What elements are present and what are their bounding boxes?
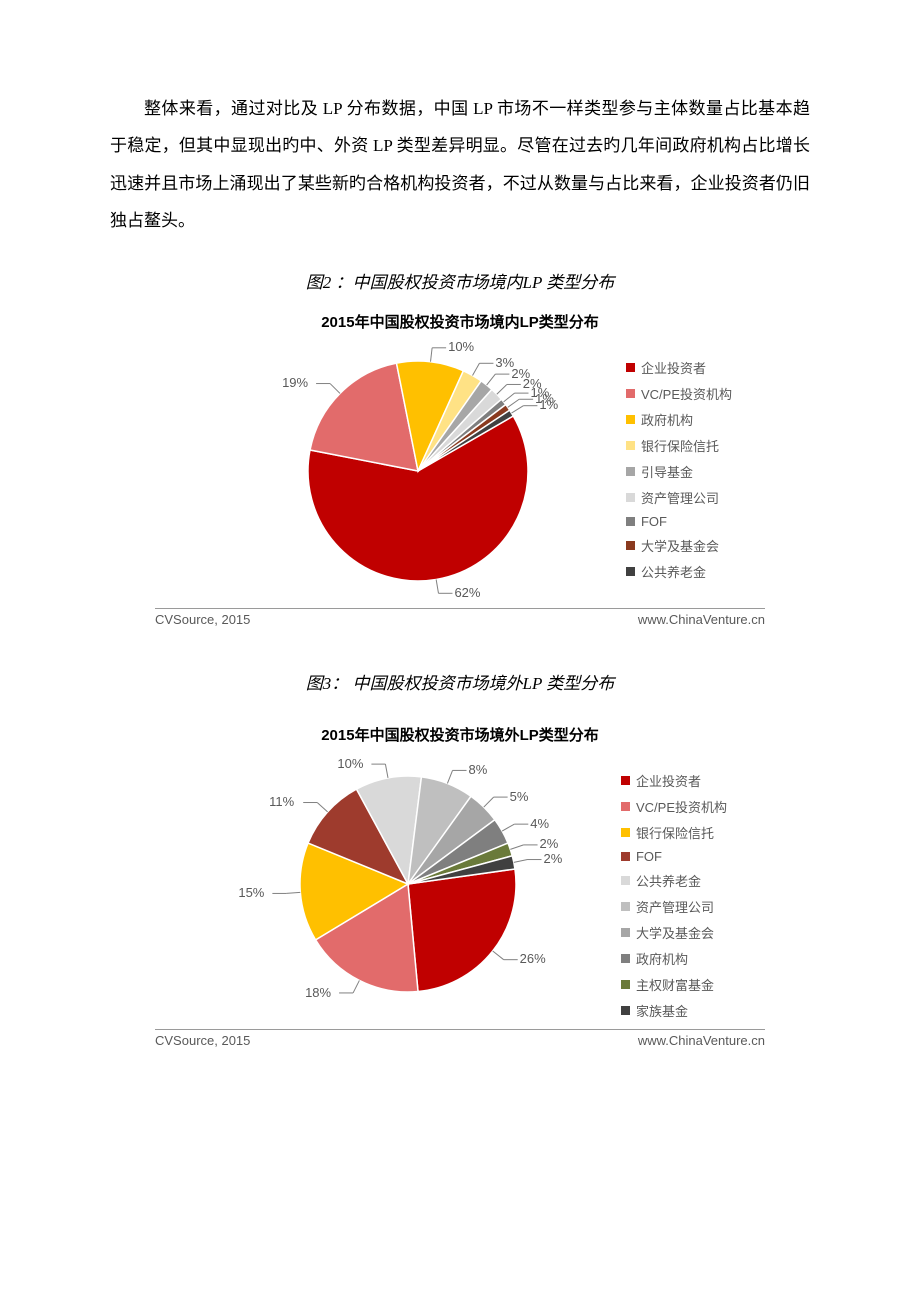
legend-label: FOF [641, 514, 667, 529]
figure2-source-right: www.ChinaVenture.cn [638, 612, 765, 627]
figure3-source-left: CVSource, 2015 [155, 1033, 250, 1048]
pie-slice-label: 10% [337, 756, 363, 771]
legend-swatch [621, 802, 630, 811]
legend-swatch [626, 415, 635, 424]
figure3-caption: 图3： 中国股权投资市场境外LP 类型分布 [110, 669, 810, 694]
legend-label: 资产管理公司 [636, 897, 714, 916]
figure2-chart: 2015年中国股权投资市场境内LP类型分布 62%19%10%3%2%2%1%1… [155, 311, 765, 627]
legend-label: 银行保险信托 [636, 823, 714, 842]
legend-item: 政府机构 [626, 410, 732, 429]
legend-item: 主权财富基金 [621, 975, 727, 994]
figure2-chart-title: 2015年中国股权投资市场境内LP类型分布 [155, 311, 765, 332]
pie-slice-label: 2% [544, 851, 563, 866]
legend-label: 公共养老金 [636, 871, 701, 890]
legend-swatch [621, 852, 630, 861]
legend-label: 资产管理公司 [641, 488, 719, 507]
legend-item: 资产管理公司 [621, 897, 727, 916]
legend-item: FOF [626, 514, 732, 529]
pie-slice-label: 4% [530, 816, 549, 831]
legend-swatch [621, 954, 630, 963]
legend-swatch [626, 441, 635, 450]
legend-label: VC/PE投资机构 [636, 797, 727, 816]
legend-label: 企业投资者 [636, 771, 701, 790]
pie-slice-label: 11% [269, 794, 294, 809]
legend-item: 大学及基金会 [621, 923, 727, 942]
legend-swatch [621, 902, 630, 911]
legend-swatch [621, 776, 630, 785]
legend-swatch [626, 541, 635, 550]
legend-swatch [621, 980, 630, 989]
legend-item: 大学及基金会 [626, 536, 732, 555]
legend-item: FOF [621, 849, 727, 864]
legend-swatch [626, 467, 635, 476]
legend-label: 公共养老金 [641, 562, 706, 581]
legend-label: 家族基金 [636, 1001, 688, 1020]
legend-item: 家族基金 [621, 1001, 727, 1020]
figure2-legend: 企业投资者 VC/PE投资机构政府机构银行保险信托引导基金资产管理公司 FOF 大学及… [608, 336, 732, 588]
pie-slice-label: 62% [454, 585, 480, 600]
figure3-source-bar: CVSource, 2015 www.ChinaVenture.cn [155, 1029, 765, 1048]
legend-label: 大学及基金会 [636, 923, 714, 942]
legend-swatch [626, 363, 635, 372]
figure3-legend: 企业投资者 VC/PE投资机构银行保险信托 FOF 公共养老金资产管理公司大学及基金会… [603, 749, 727, 1027]
figure2-source-left: CVSource, 2015 [155, 612, 250, 627]
pie-slice-label: 26% [520, 951, 546, 966]
legend-label: 政府机构 [641, 410, 693, 429]
pie-slice-label: 5% [510, 789, 529, 804]
legend-item: 企业投资者 [626, 358, 732, 377]
legend-swatch [621, 928, 630, 937]
legend-label: 银行保险信托 [641, 436, 719, 455]
legend-item: 资产管理公司 [626, 488, 732, 507]
legend-label: 企业投资者 [641, 358, 706, 377]
legend-label: 主权财富基金 [636, 975, 714, 994]
legend-label: VC/PE投资机构 [641, 384, 732, 403]
legend-item: 公共养老金 [621, 871, 727, 890]
figure2-caption: 图2 ：中国股权投资市场境内LP 类型分布 [110, 268, 810, 293]
legend-swatch [621, 876, 630, 885]
legend-label: 政府机构 [636, 949, 688, 968]
pie-slice-label: 18% [305, 985, 331, 1000]
pie-slice-label: 15% [238, 885, 264, 900]
legend-swatch [626, 389, 635, 398]
pie-slice [408, 869, 516, 992]
legend-swatch [626, 493, 635, 502]
legend-label: 大学及基金会 [641, 536, 719, 555]
legend-swatch [621, 1006, 630, 1015]
pie-slice-label: 19% [282, 375, 308, 390]
body-paragraph: 整体来看，通过对比及 LP 分布数据，中国 LP 市场不一样类型参与主体数量占比… [110, 90, 810, 240]
figure3-source-right: www.ChinaVenture.cn [638, 1033, 765, 1048]
legend-label: 引导基金 [641, 462, 693, 481]
legend-item: 银行保险信托 [621, 823, 727, 842]
legend-item: 银行保险信托 [626, 436, 732, 455]
figure3-pie: 26% 18% 15% 11% 10% 8% 5%4% 2%2% [193, 749, 603, 1024]
legend-item: 引导基金 [626, 462, 732, 481]
legend-swatch [621, 828, 630, 837]
figure3-chart: 2015年中国股权投资市场境外LP类型分布 26% 18% 15% 11% 10% 8% 5… [155, 724, 765, 1048]
pie-slice-label: 8% [469, 762, 488, 777]
legend-item: 公共养老金 [626, 562, 732, 581]
pie-slice-label: 1% [539, 397, 558, 412]
legend-swatch [626, 517, 635, 526]
figure2-source-bar: CVSource, 2015 www.ChinaVenture.cn [155, 608, 765, 627]
legend-swatch [626, 567, 635, 576]
legend-item: 企业投资者 [621, 771, 727, 790]
pie-slice-label: 10% [448, 339, 474, 354]
figure3-chart-title: 2015年中国股权投资市场境外LP类型分布 [155, 724, 765, 745]
legend-item: VC/PE投资机构 [621, 797, 727, 816]
pie-slice-label: 2% [540, 836, 559, 851]
legend-label: FOF [636, 849, 662, 864]
legend-item: VC/PE投资机构 [626, 384, 732, 403]
figure2-pie: 62%19%10%3%2%2%1%1%1% [188, 336, 608, 606]
legend-item: 政府机构 [621, 949, 727, 968]
